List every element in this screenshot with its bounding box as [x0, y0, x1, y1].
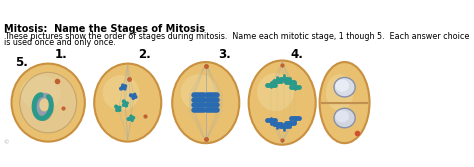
- Text: 5.: 5.: [16, 56, 28, 69]
- Text: 1.: 1.: [55, 48, 67, 61]
- Ellipse shape: [336, 110, 349, 122]
- Text: ©: ©: [4, 140, 9, 145]
- Text: Mitosis:  Name the Stages of Mitosis: Mitosis: Name the Stages of Mitosis: [4, 24, 205, 34]
- Ellipse shape: [21, 75, 61, 110]
- Ellipse shape: [326, 74, 353, 111]
- Ellipse shape: [20, 72, 77, 133]
- Text: These pictures show the order of stages during mitosis.  Name each mitotic stage: These pictures show the order of stages …: [4, 32, 469, 41]
- Ellipse shape: [257, 73, 294, 111]
- Text: 4.: 4.: [290, 48, 303, 61]
- Ellipse shape: [94, 64, 161, 142]
- Ellipse shape: [181, 74, 218, 111]
- Ellipse shape: [334, 77, 355, 97]
- Ellipse shape: [11, 64, 85, 142]
- Ellipse shape: [334, 108, 355, 128]
- Ellipse shape: [249, 60, 316, 145]
- Text: 3.: 3.: [218, 48, 231, 61]
- Ellipse shape: [102, 75, 139, 110]
- Text: is used once and only once.: is used once and only once.: [4, 38, 116, 47]
- Ellipse shape: [336, 79, 349, 92]
- Ellipse shape: [319, 62, 370, 143]
- Ellipse shape: [172, 62, 239, 143]
- Text: 2.: 2.: [138, 48, 151, 61]
